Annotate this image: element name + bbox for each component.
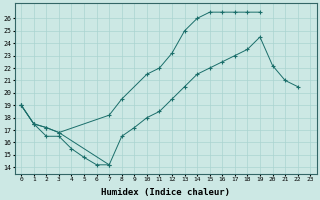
X-axis label: Humidex (Indice chaleur): Humidex (Indice chaleur)	[101, 188, 230, 197]
